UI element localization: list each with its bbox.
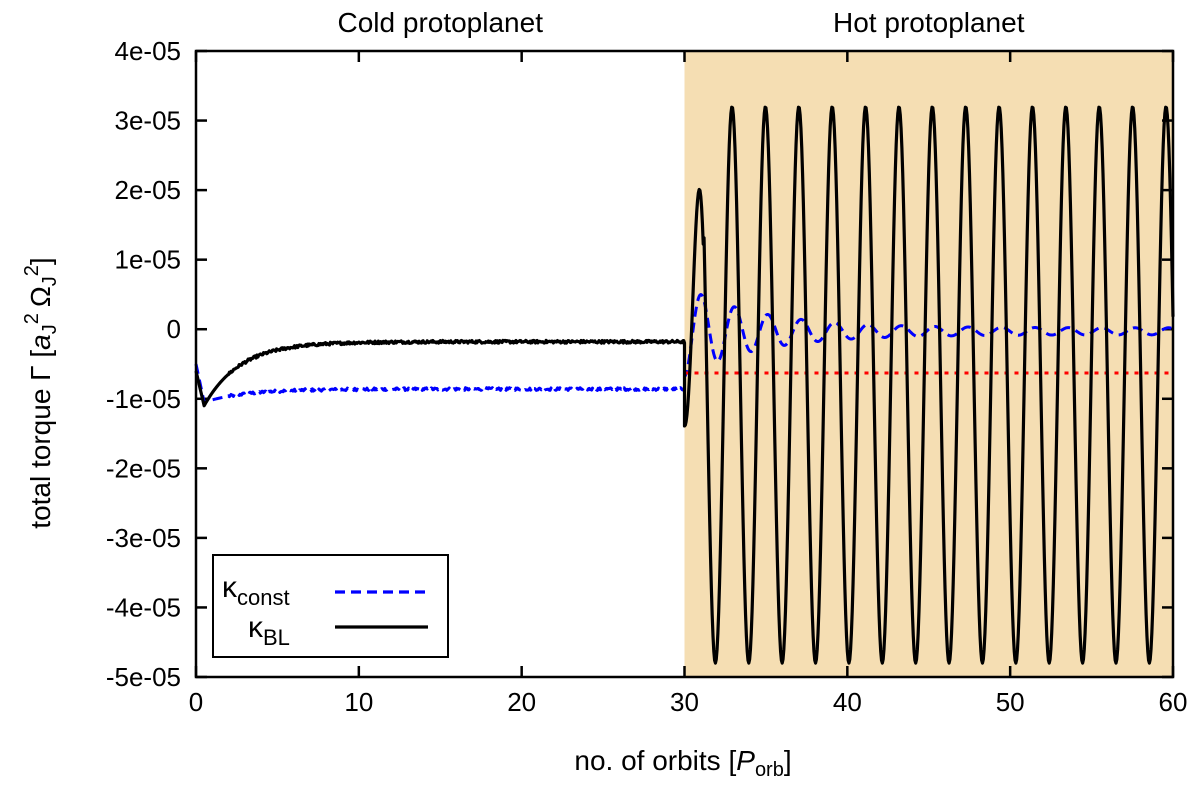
plot-frame bbox=[194, 49, 1175, 679]
x-tick-label: 50 bbox=[996, 687, 1025, 717]
series-line-kappa-bl bbox=[194, 105, 1175, 665]
y-tick-label: -1e-05 bbox=[106, 384, 181, 414]
y-axis-title: total torque Γ [aJ2ΩJ2] bbox=[21, 257, 61, 528]
x-axis-title-symbol: P bbox=[736, 745, 755, 776]
y-axis-title-suffix: ] bbox=[25, 257, 56, 265]
y-tick-labels: 4e-05 3e-05 2e-05 1e-05 0 -1e-05 -2e-05 -3e-05 -… bbox=[106, 36, 181, 692]
x-axis-title-suffix: ] bbox=[784, 745, 792, 776]
y-tick-label: 4e-05 bbox=[115, 36, 182, 66]
y-tick-label: 0 bbox=[167, 314, 181, 344]
y-axis-title-omega: Ω bbox=[25, 286, 56, 307]
y-tick-label: -4e-05 bbox=[106, 592, 181, 622]
y-tick-label: 2e-05 bbox=[115, 175, 182, 205]
y-tick-label: -2e-05 bbox=[106, 453, 181, 483]
x-axis-title-prefix: no. of orbits [ bbox=[574, 745, 736, 776]
y-axis-title-omega-sup: 2 bbox=[21, 265, 43, 276]
series-line-kappa-const bbox=[194, 293, 1174, 404]
region-label-hot-protoplanet: Hot protoplanet bbox=[833, 7, 1025, 38]
y-axis-title-a-sup: 2 bbox=[21, 313, 43, 324]
x-tick-label: 20 bbox=[507, 687, 536, 717]
y-tick-label: 1e-05 bbox=[115, 245, 182, 275]
x-tick-label: 40 bbox=[833, 687, 862, 717]
y-axis-title-omega-sub: J bbox=[39, 276, 61, 286]
x-tick-label: 10 bbox=[344, 687, 373, 717]
x-tick-labels: 0 10 20 30 40 50 60 bbox=[189, 687, 1188, 717]
legend-kappa-const-sub: const bbox=[237, 585, 290, 610]
y-tick-label: -5e-05 bbox=[106, 662, 181, 692]
x-axis-title: no. of orbits [Porb] bbox=[574, 745, 791, 781]
region-label-cold-protoplanet: Cold protoplanet bbox=[338, 7, 544, 38]
x-tick-label: 60 bbox=[1159, 687, 1188, 717]
legend-kappa-bl-sub: BL bbox=[263, 625, 290, 650]
region-labels: Cold protoplanet Hot protoplanet bbox=[338, 7, 1025, 38]
data-series bbox=[194, 105, 1175, 665]
y-axis-title-prefix: total torque Γ [ bbox=[25, 350, 56, 529]
legend-box bbox=[212, 554, 449, 658]
legend-kappa-const-symbol: κ bbox=[222, 571, 238, 604]
legend-kappa-bl-symbol: κ bbox=[248, 611, 264, 644]
legend-label-kappa-const: κconst bbox=[222, 571, 290, 610]
x-tick-label: 0 bbox=[189, 687, 203, 717]
y-axis-title-a: a bbox=[25, 334, 56, 350]
y-tick-label: 3e-05 bbox=[115, 106, 182, 136]
legend: κconst κBL bbox=[212, 554, 449, 658]
y-tick-label: -3e-05 bbox=[106, 523, 181, 553]
x-axis-title-sub: orb bbox=[755, 759, 784, 781]
y-axis-title-a-sub: J bbox=[39, 324, 61, 334]
legend-label-kappa-bl: κBL bbox=[248, 611, 290, 650]
x-tick-label: 30 bbox=[670, 687, 699, 717]
